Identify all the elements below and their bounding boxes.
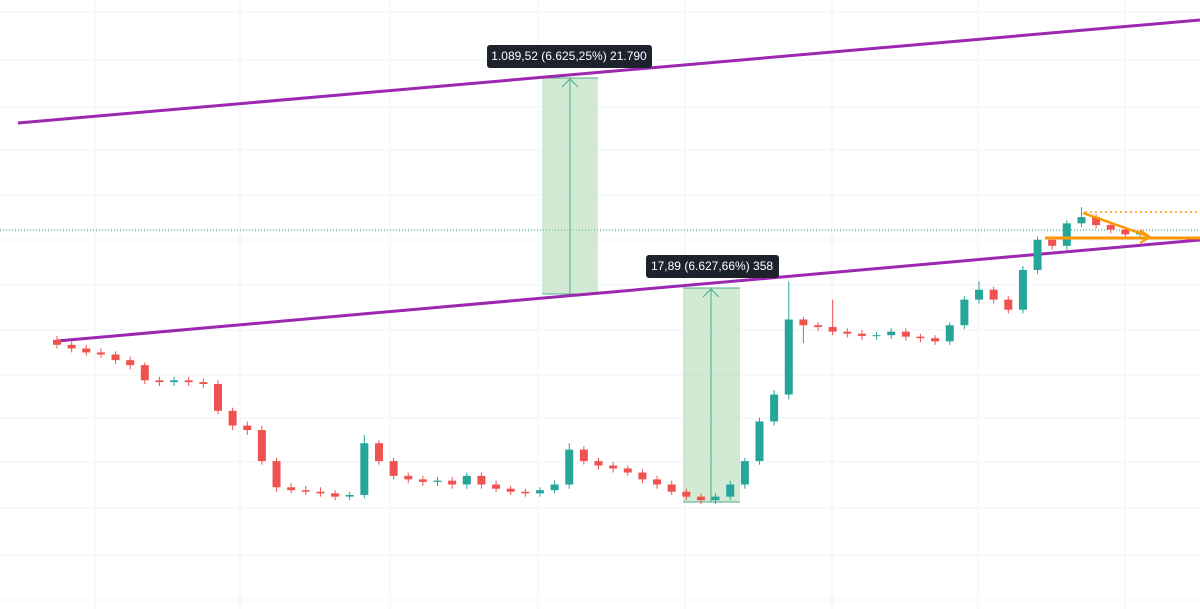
candle-body	[433, 480, 442, 482]
candle-body	[1048, 239, 1057, 246]
candle-body	[975, 289, 984, 300]
candle-body	[140, 365, 149, 381]
candle-body	[477, 475, 486, 485]
candle-body	[653, 479, 662, 485]
candle-body	[784, 319, 793, 395]
candle-body	[814, 325, 823, 328]
candle-body	[257, 430, 266, 462]
measure-text: 1.089,52 (6.625,25%) 21.790	[491, 49, 647, 63]
candle-body	[535, 490, 544, 494]
candle-body	[53, 339, 61, 345]
orange-drawings	[1045, 211, 1200, 244]
candle-body	[638, 472, 647, 480]
candle-body	[170, 380, 179, 383]
candle-body	[272, 461, 281, 488]
candle-body	[945, 325, 954, 342]
candle-body	[111, 354, 120, 361]
candle-body	[1018, 269, 1027, 310]
candle-body	[213, 384, 222, 411]
candle-body	[726, 484, 735, 497]
candle-body	[67, 344, 76, 349]
candle-body	[916, 336, 925, 339]
candle-body	[316, 491, 325, 494]
candle-body	[989, 289, 998, 300]
candle-body	[887, 331, 896, 336]
candle-body	[696, 496, 705, 501]
candle-body	[360, 443, 369, 495]
candle-body	[1033, 239, 1042, 270]
candle-body	[931, 338, 940, 342]
candle-body	[770, 394, 779, 422]
candle-body	[96, 352, 105, 355]
candle-body	[331, 493, 340, 497]
candle-body	[243, 425, 252, 431]
candle-body	[345, 494, 354, 497]
candle-body	[667, 484, 676, 492]
candle-body	[1092, 217, 1101, 226]
measure-label: 1.089,52 (6.625,25%) 21.790	[487, 45, 652, 68]
candle-body	[448, 480, 457, 485]
candle-body	[872, 335, 881, 337]
candle-body	[184, 380, 193, 383]
candle-body	[594, 461, 603, 466]
candle-body	[550, 484, 559, 491]
candle-body	[521, 491, 530, 494]
measure-1	[542, 77, 598, 295]
measure-text: 17,89 (6.627,66%) 358	[651, 259, 773, 273]
candle-body	[287, 487, 296, 491]
candle-body	[901, 331, 910, 337]
candle-body	[1004, 299, 1013, 310]
candle-body	[462, 475, 471, 485]
candle-body	[82, 348, 91, 353]
candle-body	[1121, 229, 1130, 235]
candle-body	[1106, 225, 1115, 230]
candle-body	[418, 479, 427, 482]
measure-label: 17,89 (6.627,66%) 358	[646, 255, 779, 278]
candle-body	[506, 488, 515, 492]
candle-body	[857, 333, 866, 336]
candle-body	[199, 382, 208, 385]
candle-body	[711, 496, 720, 501]
candle-body	[565, 449, 574, 485]
candle-body	[799, 319, 808, 326]
candle-body	[843, 331, 852, 334]
candle-body	[755, 421, 764, 462]
candle-body	[374, 443, 383, 462]
candle-body	[1062, 223, 1071, 246]
candle-body	[682, 491, 691, 497]
candle-body	[126, 360, 135, 366]
trendline	[56, 238, 1200, 343]
candle-body	[228, 410, 237, 426]
candle-body	[623, 468, 632, 473]
candles	[53, 207, 1144, 504]
candle-body	[579, 449, 588, 462]
candle-body	[609, 465, 618, 469]
candle-body	[1077, 217, 1086, 224]
candle-body	[960, 299, 969, 326]
candle-body	[155, 380, 164, 383]
candle-body	[828, 327, 837, 332]
measure-2	[683, 287, 740, 503]
candle-body	[404, 475, 413, 480]
candle-body	[301, 490, 310, 492]
candle-body	[740, 461, 749, 485]
trendline	[17, 18, 1200, 125]
candle-body	[389, 461, 398, 476]
candle-body	[492, 484, 501, 489]
